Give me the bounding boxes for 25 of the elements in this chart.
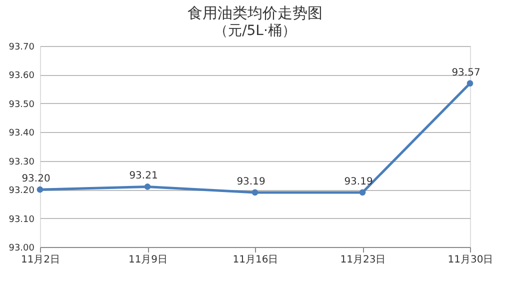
point [359, 189, 366, 196]
data-label: 93.57 [452, 67, 480, 78]
data-label: 93.21 [129, 170, 158, 182]
x-tick-label: 11月2日 [20, 254, 60, 266]
x-tick-label: 11月16日 [232, 254, 278, 266]
point [36, 186, 44, 193]
point [466, 80, 474, 86]
y-tick-label: 93.10 [8, 214, 35, 225]
x-tick-label: 11月23日 [340, 254, 386, 266]
data-label: 93.20 [22, 174, 50, 185]
y-tick-label: 93.40 [8, 128, 35, 139]
x-tick-label: 11月30日 [448, 254, 494, 266]
y-tick-label: 93.50 [8, 100, 35, 110]
y-tick-label: 93.00 [8, 244, 35, 254]
y-tick-label: 93.60 [8, 71, 35, 82]
point [252, 189, 258, 196]
data-label: 93.19 [344, 176, 373, 188]
point [144, 184, 151, 190]
y-tick-label: 93.70 [8, 42, 35, 52]
chart-subtitle: （元/5L·桶） [214, 23, 296, 39]
data-label: 93.19 [236, 176, 266, 188]
chart-title: 食用油类均价走势图 [188, 4, 322, 22]
y-tick-label: 93.20 [8, 186, 35, 196]
x-tick-label: 11月9日 [128, 254, 168, 266]
y-tick-label: 93.30 [8, 157, 35, 168]
